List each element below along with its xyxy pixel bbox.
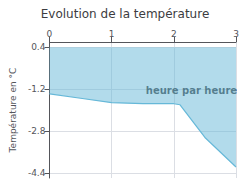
svg-text:3: 3 xyxy=(233,29,239,39)
svg-text:Evolution de la température: Evolution de la température xyxy=(41,7,210,21)
svg-text:Température en °C: Température en °C xyxy=(8,68,18,154)
svg-text:-4.4: -4.4 xyxy=(28,168,46,178)
svg-text:-1.2: -1.2 xyxy=(28,84,46,94)
svg-text:1: 1 xyxy=(109,29,115,39)
svg-text:2: 2 xyxy=(171,29,177,39)
svg-text:0: 0 xyxy=(47,29,53,39)
svg-text:-2.8: -2.8 xyxy=(28,126,46,136)
svg-text:0.4: 0.4 xyxy=(31,42,46,52)
